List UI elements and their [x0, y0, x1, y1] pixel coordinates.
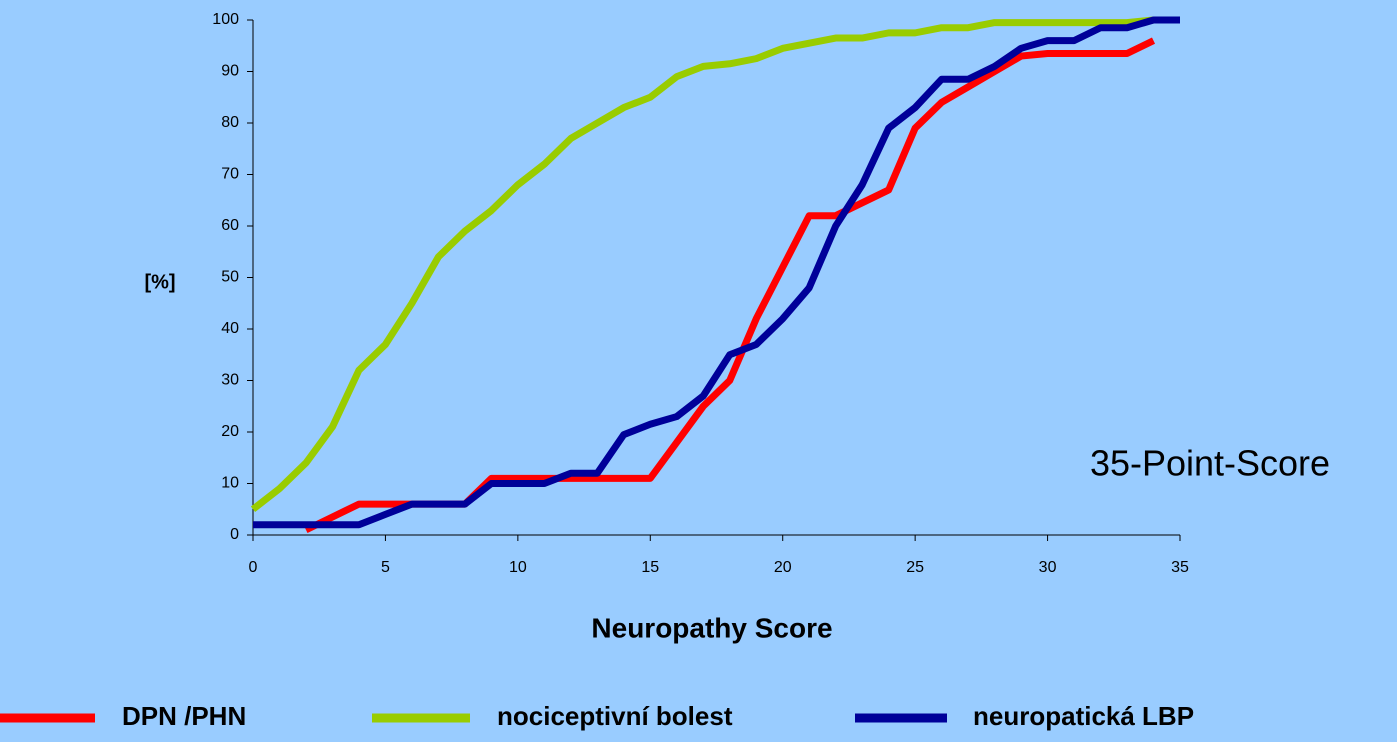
legend-label: neuropatická LBP — [973, 701, 1194, 731]
y-tick-label: 90 — [221, 63, 239, 80]
series-line — [253, 16, 1180, 529]
series-line — [304, 37, 1156, 533]
y-tick-label: 70 — [221, 166, 239, 183]
y-tick-label: 100 — [212, 11, 239, 28]
y-tick-label: 10 — [221, 475, 239, 492]
x-tick-label: 35 — [1171, 559, 1189, 576]
x-tick-label: 0 — [249, 559, 258, 576]
x-tick-label: 10 — [509, 559, 527, 576]
y-tick-label: 60 — [221, 217, 239, 234]
y-tick-label: 50 — [221, 269, 239, 286]
x-tick-label: 20 — [774, 559, 792, 576]
legend-label: nociceptivní bolest — [497, 701, 733, 731]
annotation: 35-Point-Score — [1090, 443, 1330, 484]
x-tick-label: 15 — [641, 559, 659, 576]
series-line — [250, 16, 1180, 513]
x-tick-label: 30 — [1039, 559, 1057, 576]
y-tick-label: 0 — [230, 526, 239, 543]
y-axis-label: [%] — [144, 271, 175, 293]
legend-label: DPN /PHN — [122, 701, 246, 731]
y-tick-label: 80 — [221, 114, 239, 131]
y-tick-label: 40 — [221, 320, 239, 337]
y-tick-label: 30 — [221, 372, 239, 389]
y-tick-label: 20 — [221, 423, 239, 440]
x-tick-label: 25 — [906, 559, 924, 576]
x-axis-label: Neuropathy Score — [591, 612, 832, 643]
x-tick-label: 5 — [381, 559, 390, 576]
